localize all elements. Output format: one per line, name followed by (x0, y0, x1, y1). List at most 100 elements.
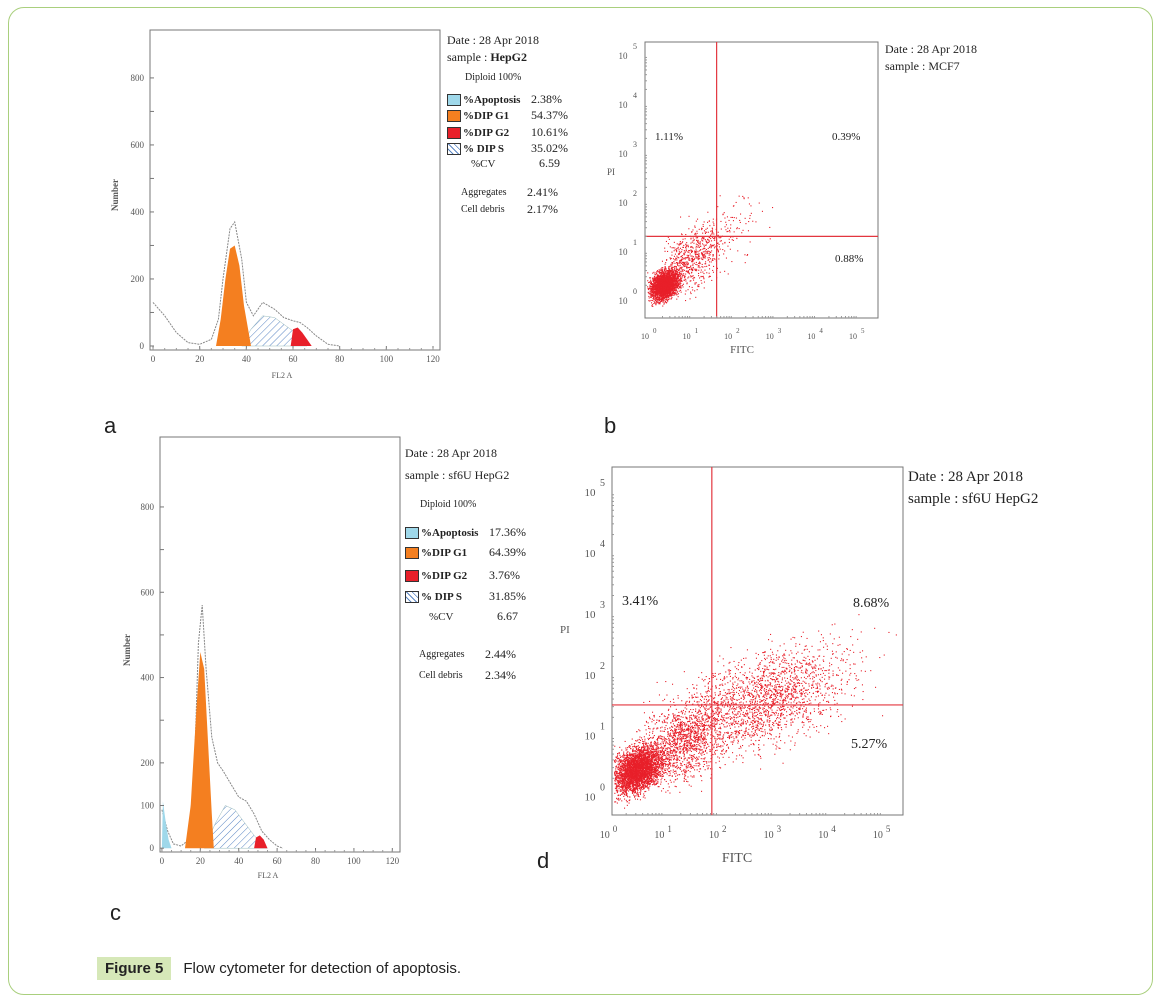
event-dot (626, 795, 628, 797)
event-dot (649, 287, 651, 289)
event-dot (655, 282, 657, 284)
event-dot (652, 764, 654, 766)
event-dot (683, 263, 685, 265)
event-dot (656, 286, 658, 288)
event-dot (618, 772, 620, 774)
x-tick-label: 60 (289, 354, 299, 364)
event-dot (655, 272, 657, 274)
event-dot (664, 247, 666, 249)
event-dot (672, 278, 674, 280)
event-dot (697, 236, 699, 238)
event-dot (632, 766, 634, 768)
event-dot (658, 280, 660, 282)
event-dot (699, 261, 701, 263)
event-dot (710, 243, 712, 245)
event-dot (617, 753, 619, 755)
event-dot (691, 251, 693, 253)
event-dot (650, 292, 652, 294)
event-dot (692, 259, 694, 261)
event-dot (671, 280, 673, 282)
event-dot (674, 267, 676, 269)
event-dot (666, 291, 668, 293)
event-dot (657, 751, 659, 753)
event-dot (683, 275, 685, 277)
y-axis-label: Number (110, 179, 120, 211)
event-dot (650, 286, 652, 288)
event-dot (651, 776, 653, 778)
event-dot (650, 288, 652, 290)
event-dot (657, 301, 659, 303)
event-dot (710, 247, 712, 249)
event-dot (619, 763, 621, 765)
event-dot (720, 228, 722, 230)
event-dot (659, 285, 661, 287)
event-dot (644, 783, 646, 785)
x-tick-label: 100 (347, 856, 361, 866)
event-dot (652, 291, 654, 293)
event-dot (655, 278, 657, 280)
event-dot (675, 285, 677, 287)
event-dot (620, 774, 622, 776)
event-dot (657, 279, 659, 281)
event-dot (695, 243, 697, 245)
event-dot (690, 258, 692, 260)
event-dot (662, 285, 664, 287)
y-tick-label: 400 (131, 207, 145, 217)
event-dot (650, 774, 652, 776)
event-dot (699, 241, 701, 243)
event-dot (655, 764, 657, 766)
event-dot (666, 272, 668, 274)
event-dot (623, 753, 625, 755)
event-dot (711, 259, 713, 261)
event-dot (648, 746, 650, 748)
event-dot (681, 255, 683, 257)
event-dot (682, 283, 684, 285)
y-tick-label: 600 (131, 140, 145, 150)
event-dot (658, 286, 660, 288)
event-dot (761, 210, 763, 212)
event-dot (655, 297, 657, 299)
event-dot (667, 270, 669, 272)
event-dot (672, 285, 674, 287)
event-dot (662, 278, 664, 280)
event-dot (640, 790, 642, 792)
event-dot (667, 765, 669, 767)
event-dot (618, 786, 620, 788)
event-dot (665, 287, 667, 289)
event-dot (621, 772, 623, 774)
event-dot (633, 756, 635, 758)
event-dot (656, 276, 658, 278)
event-dot (670, 257, 672, 259)
event-dot (666, 259, 668, 261)
event-dot (724, 217, 726, 219)
event-dot (654, 290, 656, 292)
event-dot (676, 248, 678, 250)
event-dot (661, 273, 663, 275)
event-dot (629, 746, 631, 748)
event-dot (662, 755, 664, 757)
event-dot (665, 296, 667, 298)
event-dot (747, 197, 749, 199)
event-dot (626, 804, 628, 806)
event-dot (697, 254, 699, 256)
event-dot (666, 759, 668, 761)
event-dot (695, 270, 697, 272)
event-dot (672, 271, 674, 273)
event-dot (694, 290, 696, 292)
event-dot (636, 786, 638, 788)
event-dot (626, 768, 628, 770)
event-dot (674, 294, 676, 296)
event-dot (680, 279, 682, 281)
event-dot (684, 261, 686, 263)
event-dot (635, 762, 637, 764)
event-dot (718, 237, 720, 239)
event-dot (671, 293, 673, 295)
event-dot (687, 245, 689, 247)
event-dot (643, 785, 645, 787)
event-dot (662, 289, 664, 291)
event-dot (665, 290, 667, 292)
event-dot (748, 203, 750, 205)
event-dot (683, 273, 685, 275)
event-dot (714, 237, 716, 239)
event-dot (659, 293, 661, 295)
